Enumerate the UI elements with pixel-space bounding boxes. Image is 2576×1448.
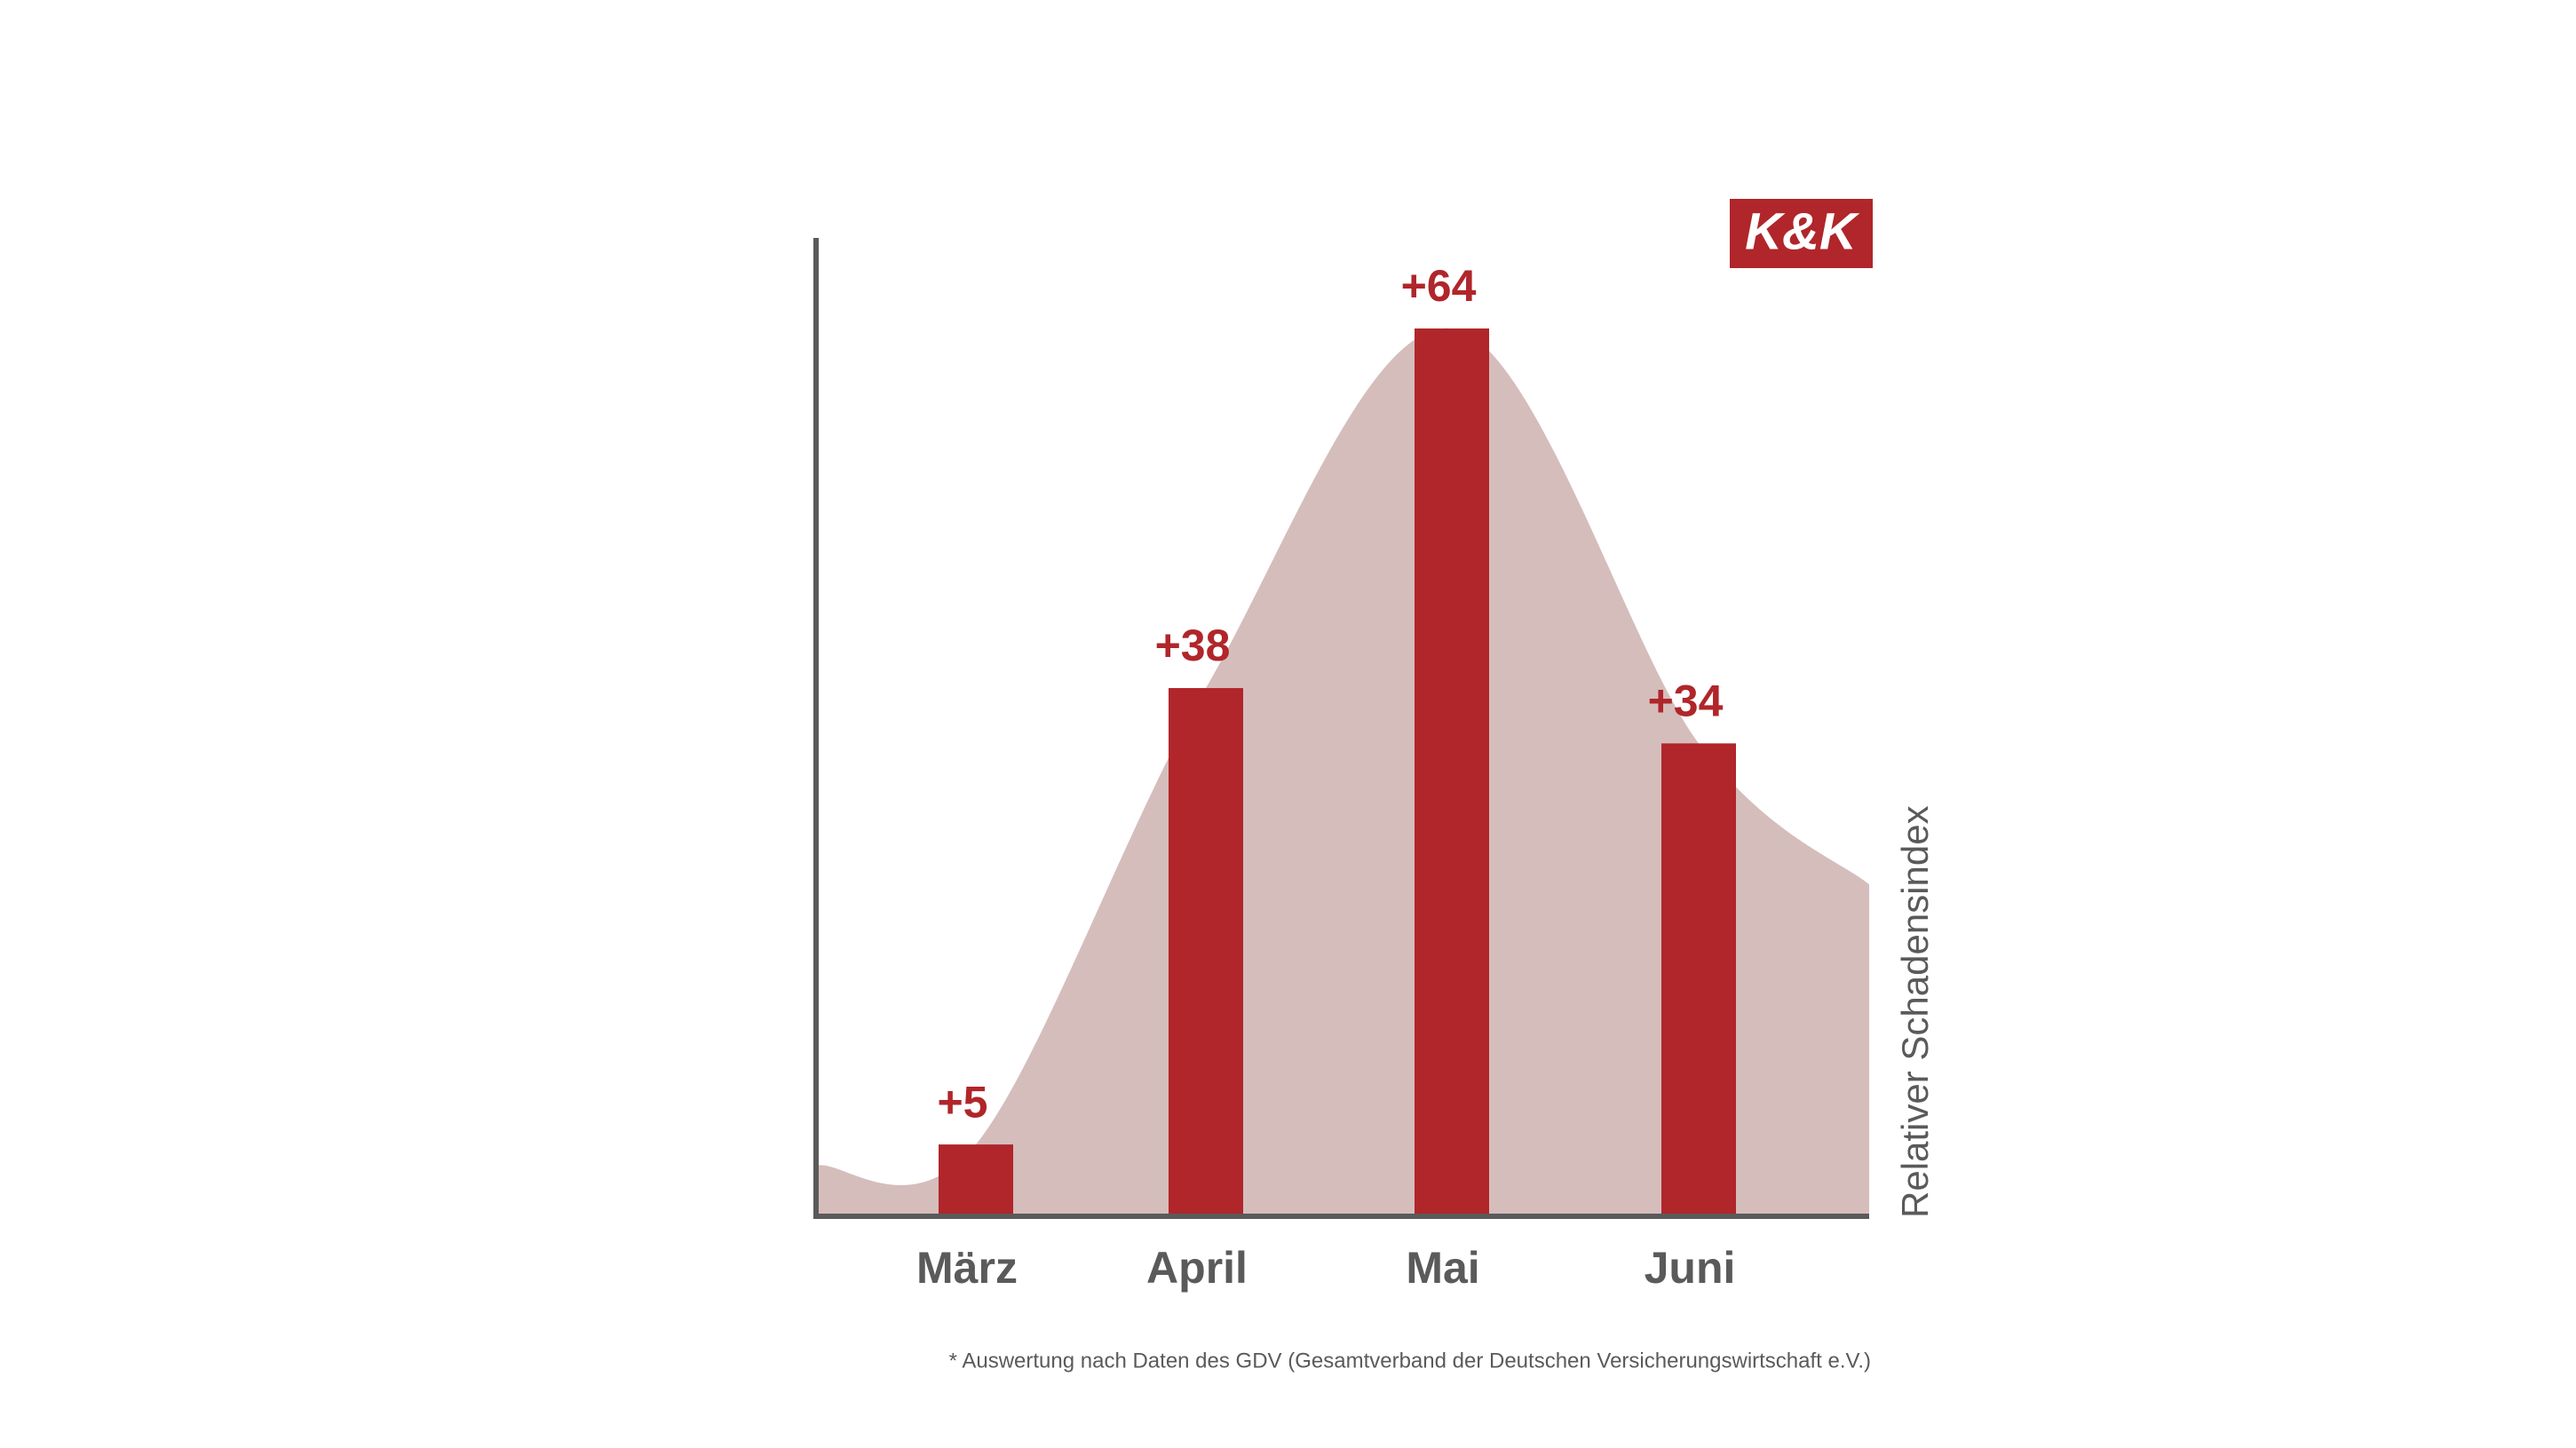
logo — [1730, 199, 1873, 268]
x-tick-label: März — [916, 1243, 1018, 1293]
value-label: +5 — [937, 1077, 987, 1127]
bar — [1415, 328, 1489, 1214]
area-layer — [819, 328, 1869, 1214]
footnote: * Auswertung nach Daten des GDV (Gesamtv… — [949, 1349, 1871, 1373]
y-axis-label: Relativer Schadensindex — [1894, 805, 1936, 1218]
x-tick-label: Mai — [1406, 1243, 1479, 1293]
bar-layer — [939, 328, 1736, 1214]
logo-text: K&K — [1745, 202, 1860, 260]
value-label: +34 — [1648, 677, 1724, 726]
trend-area — [819, 328, 1869, 1214]
value-label: +64 — [1401, 261, 1477, 311]
bar — [1169, 688, 1243, 1214]
x-tick-label: April — [1146, 1243, 1248, 1293]
bar — [1661, 743, 1736, 1214]
value-label: +38 — [1155, 621, 1231, 670]
bar — [939, 1144, 1013, 1214]
x-tick-label: Juni — [1645, 1243, 1736, 1293]
